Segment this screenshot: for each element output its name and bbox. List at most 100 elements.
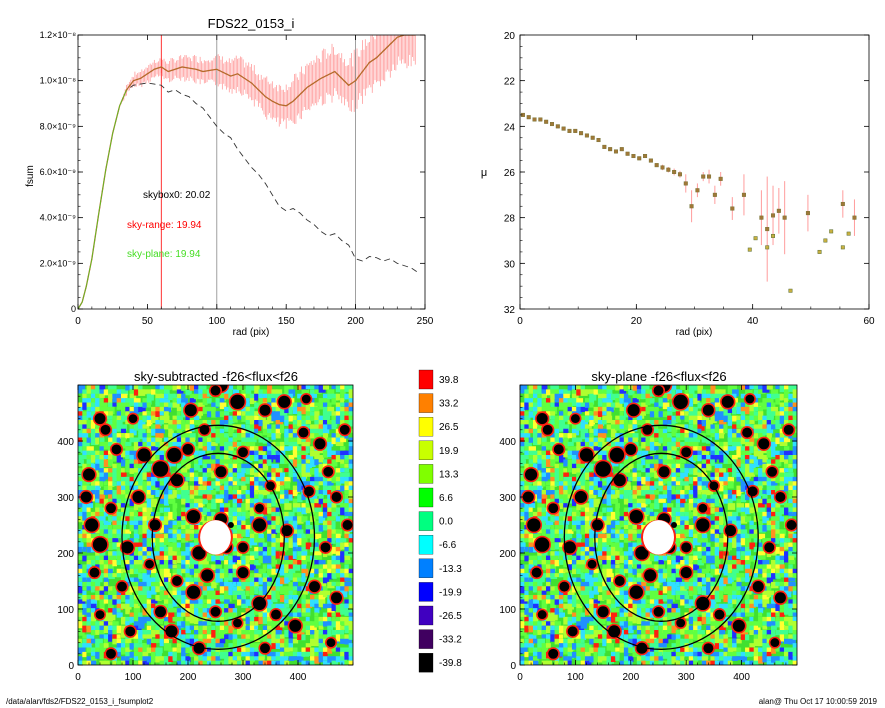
image-pixel xyxy=(258,481,265,488)
masked-source xyxy=(106,503,116,514)
image-pixel xyxy=(78,511,84,519)
image-pixel xyxy=(550,595,556,600)
image-pixel xyxy=(344,564,349,571)
image-pixel xyxy=(189,485,198,491)
image-pixel xyxy=(168,490,173,498)
masked-source xyxy=(289,619,302,632)
image-pixel xyxy=(82,621,90,629)
image-pixel xyxy=(245,433,252,441)
image-pixel xyxy=(528,485,534,492)
image-pixel xyxy=(271,516,278,522)
image-pixel xyxy=(95,494,102,502)
image-pixel xyxy=(580,433,586,440)
image-pixel xyxy=(95,389,102,395)
image-pixel xyxy=(228,406,236,412)
image-pixel xyxy=(254,568,262,576)
image-pixel xyxy=(189,555,197,564)
image-pixel xyxy=(275,625,283,631)
image-pixel xyxy=(322,507,331,512)
image-pixel xyxy=(297,450,303,456)
fsum-xtick-label: 0 xyxy=(75,316,81,327)
image-pixel xyxy=(215,595,223,599)
image-pixel xyxy=(198,630,204,635)
image-pixel xyxy=(189,634,197,639)
image-pixel xyxy=(284,494,291,501)
image-pixel xyxy=(168,564,176,569)
image-pixel xyxy=(284,437,289,446)
image-pixel xyxy=(267,630,273,636)
image-pixel xyxy=(279,481,288,486)
image-pixel xyxy=(232,441,239,448)
image-pixel xyxy=(335,538,343,544)
colorbar-label: 19.9 xyxy=(439,446,459,457)
image-pixel xyxy=(159,450,167,458)
image-pixel xyxy=(185,472,193,480)
image-pixel xyxy=(236,498,243,506)
image-pixel xyxy=(606,551,613,559)
image-pixel xyxy=(133,463,140,471)
image-pixel xyxy=(275,520,280,528)
image-pixel xyxy=(550,560,556,566)
image-pixel xyxy=(151,612,156,619)
image-pixel xyxy=(176,555,185,564)
image-pixel xyxy=(103,533,111,541)
image-pixel xyxy=(181,599,189,605)
image-pixel xyxy=(524,577,529,585)
image-pixel xyxy=(331,555,338,562)
image-pixel xyxy=(262,638,269,644)
image-pixel xyxy=(584,630,592,636)
image-pixel xyxy=(86,428,93,434)
image-pixel xyxy=(181,516,189,521)
image-pixel xyxy=(344,573,350,579)
image-pixel xyxy=(138,660,144,665)
image-pixel xyxy=(236,481,245,486)
image-pixel xyxy=(589,420,596,427)
image-pixel xyxy=(133,472,139,481)
image-pixel xyxy=(344,472,350,479)
image-pixel xyxy=(318,599,326,608)
image-pixel xyxy=(215,402,221,407)
image-pixel xyxy=(314,520,320,528)
image-pixel xyxy=(142,424,150,429)
image-pixel xyxy=(258,551,267,559)
image-pixel xyxy=(241,516,246,522)
image-pixel xyxy=(206,595,214,600)
image-pixel xyxy=(545,511,552,517)
image-pixel xyxy=(558,555,566,562)
image-pixel xyxy=(314,476,322,482)
image-pixel xyxy=(159,634,167,640)
image-pixel xyxy=(120,630,127,638)
image-pixel xyxy=(318,424,324,431)
image-pixel xyxy=(116,551,123,559)
image-pixel xyxy=(185,437,192,445)
image-pixel xyxy=(545,398,552,403)
image-pixel xyxy=(563,433,570,440)
colorbar-swatch xyxy=(418,440,434,460)
image-pixel xyxy=(224,437,231,445)
annotation-sky-plane: sky-plane: 19.94 xyxy=(127,249,201,260)
image-pixel xyxy=(537,494,544,502)
image-pixel xyxy=(606,538,613,546)
image-pixel xyxy=(271,551,279,559)
image-pixel xyxy=(554,437,560,443)
image-pixel xyxy=(584,424,592,429)
image-pixel xyxy=(292,608,299,614)
image-pixel xyxy=(271,656,276,661)
image-pixel xyxy=(567,621,572,629)
fsum-ytick-label: 0 xyxy=(71,304,76,314)
image-pixel xyxy=(151,411,158,418)
image-pixel xyxy=(318,616,327,623)
image-pixel xyxy=(344,450,352,457)
image-pixel xyxy=(344,551,353,558)
image-pixel xyxy=(133,555,139,562)
image-pixel xyxy=(120,398,129,405)
image-pixel xyxy=(541,586,547,593)
image-pixel xyxy=(563,389,571,396)
image-pixel xyxy=(284,638,292,647)
image-pixel xyxy=(138,525,145,531)
image-pixel xyxy=(232,437,238,444)
image-pixel xyxy=(189,424,195,432)
image-pixel xyxy=(86,555,94,563)
image-pixel xyxy=(563,428,569,434)
image-pixel xyxy=(254,634,261,643)
